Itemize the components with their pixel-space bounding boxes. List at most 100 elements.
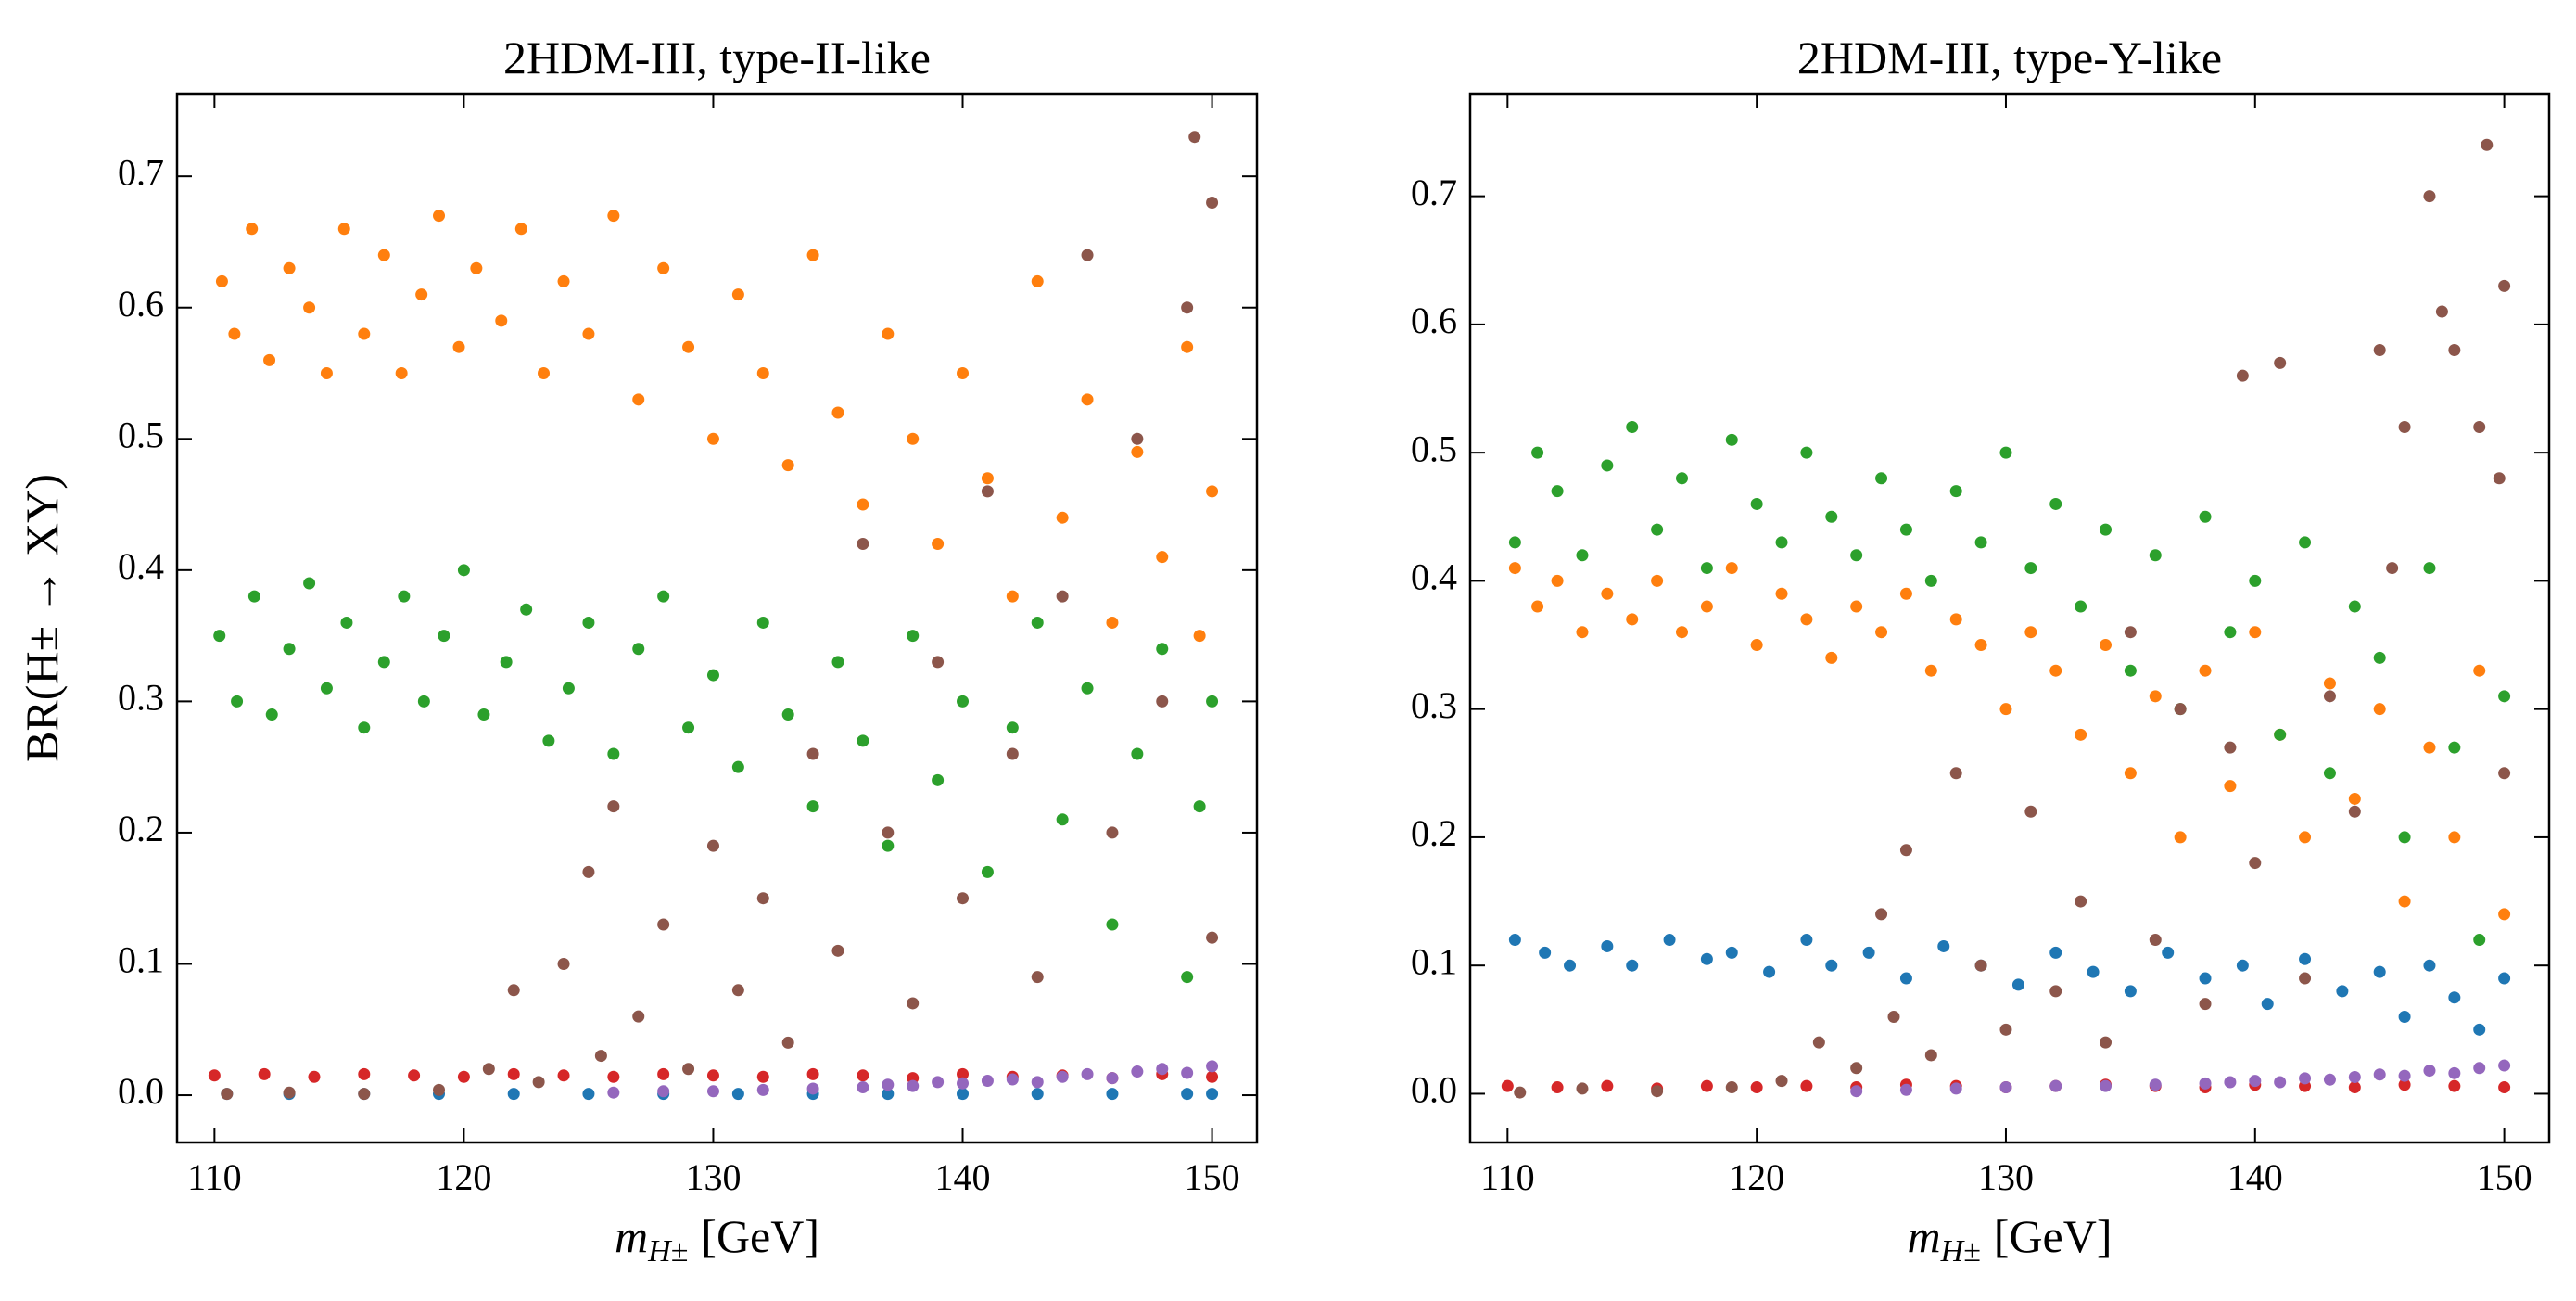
scatter-point bbox=[2373, 1068, 2386, 1081]
scatter-point bbox=[2249, 857, 2262, 870]
scatter-point bbox=[1006, 721, 1019, 734]
scatter-point bbox=[2498, 908, 2511, 921]
scatter-point bbox=[1576, 626, 1589, 639]
scatter-point bbox=[1875, 626, 1888, 639]
scatter-point bbox=[2473, 664, 2486, 677]
scatter-point bbox=[1949, 1082, 1962, 1095]
scatter-point bbox=[557, 274, 570, 287]
scatter-point bbox=[2124, 767, 2137, 780]
scatter-point bbox=[2274, 1076, 2287, 1089]
scatter-point bbox=[2373, 344, 2386, 357]
scatter-point bbox=[283, 1086, 296, 1099]
x-label-subscript: H± bbox=[1940, 1234, 1981, 1269]
scatter-point bbox=[981, 485, 994, 498]
y-tick-label: 0.3 bbox=[1411, 684, 1457, 726]
y-axis-label: BR(H± → XY) bbox=[16, 474, 68, 762]
scatter-point bbox=[1725, 946, 1738, 959]
y-tick-label: 0.5 bbox=[118, 414, 164, 455]
scatter-point bbox=[1501, 1079, 1514, 1092]
scatter-point bbox=[806, 800, 819, 813]
scatter-point bbox=[1601, 459, 1614, 472]
scatter-point bbox=[263, 353, 276, 366]
scatter-point bbox=[408, 1069, 421, 1082]
panel: 110 120 130 140 150 0.0 0.1 0.2 0.3 0.4 0.5 0.6 0.7 2… bbox=[1411, 32, 2551, 1269]
scatter-point bbox=[1193, 630, 1206, 643]
scatter-point bbox=[1601, 1079, 1614, 1092]
scatter-point bbox=[337, 223, 350, 236]
scatter-point bbox=[1081, 682, 1094, 695]
scatter-point bbox=[2373, 651, 2386, 664]
scatter-point bbox=[358, 721, 371, 734]
scatter-point bbox=[1531, 600, 1544, 613]
scatter-point bbox=[2423, 741, 2436, 754]
scatter-point bbox=[1006, 1073, 1019, 1086]
scatter-point bbox=[500, 656, 513, 669]
scatter-point bbox=[731, 760, 744, 773]
scatter-point bbox=[246, 223, 259, 236]
scatter-point bbox=[582, 616, 595, 629]
scatter-point bbox=[1974, 536, 1987, 549]
scatter-point bbox=[1924, 1049, 1937, 1062]
x-tick-label: 110 bbox=[187, 1156, 242, 1198]
scatter-point bbox=[2049, 497, 2062, 510]
scatter-point bbox=[607, 1086, 620, 1099]
scatter-point bbox=[457, 1070, 470, 1083]
scatter-point bbox=[495, 314, 508, 327]
x-tick-label: 110 bbox=[1480, 1156, 1535, 1198]
scatter-point bbox=[582, 1088, 595, 1101]
scatter-point bbox=[2199, 510, 2212, 523]
scatter-point bbox=[632, 643, 645, 656]
x-axis-label: mH± [GeV] bbox=[615, 1210, 819, 1269]
scatter-point bbox=[1800, 934, 1813, 947]
scatter-point bbox=[1508, 562, 1521, 575]
scatter-point bbox=[957, 367, 970, 380]
scatter-point bbox=[482, 1063, 495, 1076]
scatter-point bbox=[1181, 340, 1194, 353]
scatter-point bbox=[303, 301, 316, 314]
scatter-point bbox=[2224, 780, 2237, 793]
scatter-point bbox=[1800, 446, 1813, 459]
scatter-point bbox=[1974, 639, 1987, 652]
scatter-point bbox=[1156, 695, 1169, 708]
scatter-point bbox=[1850, 1062, 1863, 1075]
scatter-point bbox=[882, 1078, 895, 1091]
scatter-point bbox=[2473, 1062, 2486, 1075]
scatter-point bbox=[2236, 369, 2249, 382]
scatter-point bbox=[2087, 965, 2100, 978]
scatter-point bbox=[2099, 639, 2112, 652]
scatter-point bbox=[507, 984, 520, 997]
scatter-point bbox=[1899, 523, 1912, 536]
scatter-point bbox=[2398, 1069, 2411, 1082]
scatter-point bbox=[1999, 703, 2012, 716]
scatter-point bbox=[731, 984, 744, 997]
scatter-point bbox=[1551, 1081, 1564, 1094]
scatter-point bbox=[657, 261, 670, 274]
scatter-point bbox=[1663, 934, 1676, 947]
plot-frame bbox=[1468, 92, 2551, 1144]
scatter-point bbox=[2473, 420, 2486, 433]
scatter-point bbox=[2249, 1075, 2262, 1088]
scatter-point bbox=[2049, 664, 2062, 677]
scatter-point bbox=[557, 957, 570, 970]
scatter-point bbox=[2199, 664, 2212, 677]
y-tick-label: 0.7 bbox=[1411, 172, 1457, 213]
scatter-point bbox=[2075, 600, 2087, 613]
scatter-point bbox=[2398, 895, 2411, 908]
scatter-point bbox=[1725, 433, 1738, 446]
scatter-point bbox=[1675, 626, 1688, 639]
scatter-point bbox=[1131, 747, 1144, 760]
scatter-point bbox=[1899, 844, 1912, 857]
panel: 110 120 130 140 150 0.0 0.1 0.2 0.3 0.4 0.5 0.6 0.7 2… bbox=[16, 32, 1259, 1269]
scatter-point bbox=[682, 721, 695, 734]
scatter-point bbox=[2149, 934, 2162, 947]
scatter-point bbox=[1899, 1083, 1912, 1096]
scatter-point bbox=[2024, 626, 2037, 639]
scatter-point bbox=[2323, 690, 2336, 703]
scatter-point bbox=[706, 1085, 719, 1098]
scatter-point bbox=[1850, 549, 1863, 562]
scatter-point bbox=[2448, 344, 2461, 357]
scatter-point bbox=[320, 367, 333, 380]
scatter-point bbox=[542, 734, 555, 747]
scatter-point bbox=[2024, 805, 2037, 818]
scatter-point bbox=[607, 210, 620, 223]
